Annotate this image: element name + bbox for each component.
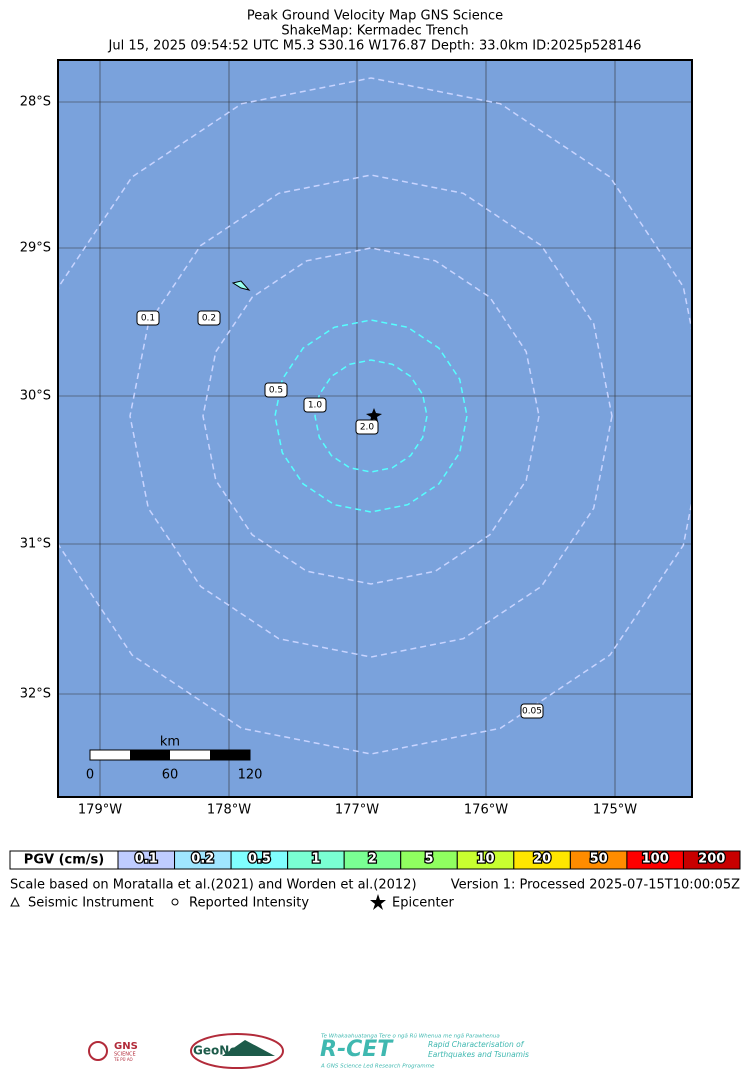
legend-label: 50 (590, 852, 608, 867)
logo-mark (88, 1041, 108, 1061)
logo-mark (190, 1033, 284, 1069)
lon-label: 175°W (593, 803, 637, 818)
legend-label: 100 (642, 852, 669, 867)
gns-logo: GNS SCIENCE TE PŪ AO (88, 1041, 138, 1062)
island (231, 280, 251, 291)
contour-label-box (136, 310, 160, 326)
logo-text: Te Whakaahuatanga Tere o ngā Rū Whenua m… (321, 1034, 500, 1040)
lat-label: 28°S (20, 95, 51, 110)
legend-label: 1 (311, 852, 320, 867)
legend-label: 20 (533, 852, 551, 867)
legend-title: PGV (cm/s) (24, 853, 104, 868)
lat-label: 29°S (20, 241, 51, 256)
symbol-label: Reported Intensity (189, 896, 309, 911)
logo-text: TE PŪ AO (113, 1057, 133, 1062)
contour-label: 2.0 (360, 423, 375, 433)
title: Peak Ground Velocity Map GNS Science (247, 9, 503, 24)
logo-mark (222, 1040, 275, 1056)
instrument-icon (10, 896, 20, 907)
logo-text: GeoNet (193, 1044, 243, 1058)
subtitle: ShakeMap: Kermadec Trench (281, 24, 468, 39)
legend-label: 10 (476, 852, 494, 867)
rcet-logo: Te Whakaahuatanga Tere o ngā Rū Whenua m… (320, 1034, 529, 1070)
contour-label: 0.05 (522, 707, 542, 717)
contour-label: 0.1 (141, 314, 155, 324)
contour (129, 174, 613, 658)
contour-label: 1.0 (308, 401, 323, 411)
contour (314, 359, 428, 473)
logo-text: Rapid Characterisation of (428, 1040, 525, 1049)
legend-label: 2 (368, 852, 377, 867)
contour (202, 247, 540, 585)
contour-label-box (355, 419, 379, 435)
legend-label: 5 (424, 852, 433, 867)
event-info: Jul 15, 2025 09:54:52 UTC M5.3 S30.16 W1… (108, 39, 642, 54)
logo-text: SCIENCE (114, 1052, 136, 1058)
legend-label: 0.1 (135, 852, 158, 867)
scale-tick: 0 (86, 768, 94, 783)
legend-label: 0.5 (248, 852, 271, 867)
lon-label: 178°W (207, 803, 251, 818)
logo-text: Earthquakes and Tsunamis (428, 1050, 529, 1059)
scale-note: Scale based on Moratalla et al.(2021) an… (10, 878, 417, 893)
logo-text: R-CET (320, 1037, 394, 1062)
contour-label-box (520, 703, 544, 719)
legend-label: 200 (698, 852, 725, 867)
contour-label: 0.2 (202, 314, 216, 324)
contour-label-box (264, 382, 288, 398)
scale-unit: km (160, 735, 180, 750)
map-frame (57, 59, 693, 798)
lon-label: 177°W (335, 803, 379, 818)
version: Version 1: Processed 2025-07-15T10:00:05… (451, 878, 740, 893)
legend-cell (682, 850, 741, 870)
logo-text: GNS (114, 1041, 138, 1052)
scale-bar (130, 750, 170, 760)
lat-label: 30°S (20, 389, 51, 404)
scale-tick: 120 (238, 768, 263, 783)
lat-label: 32°S (20, 687, 51, 702)
intensity-icon (171, 898, 179, 906)
scale-tick: 60 (162, 768, 179, 783)
scale-bar (210, 750, 250, 760)
contour-label-box (197, 310, 221, 326)
symbol-label: Epicenter (392, 896, 455, 911)
epicenter-icon (370, 894, 386, 910)
contour-label-box (303, 397, 327, 413)
logo-text: A GNS Science Led Research Programme (320, 1064, 435, 1070)
contour-label: 0.5 (269, 386, 283, 396)
lon-label: 179°W (78, 803, 122, 818)
epicenter (366, 408, 382, 422)
lat-label: 31°S (20, 537, 51, 552)
symbol-label: Seismic Instrument (28, 896, 154, 911)
geonet-logo: GeoNet (190, 1033, 284, 1069)
lon-label: 176°W (464, 803, 508, 818)
legend-label: 0.2 (191, 852, 214, 867)
